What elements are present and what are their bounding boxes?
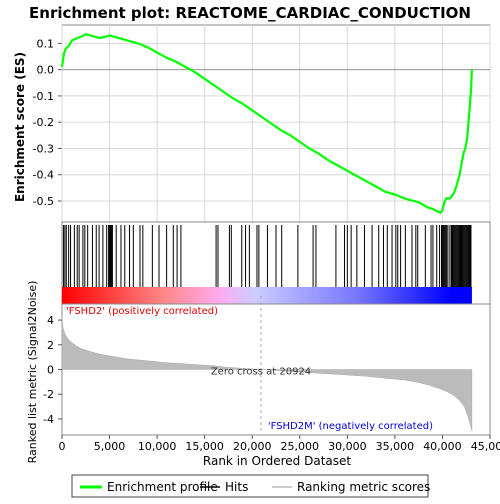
- es-tick-label: -0.4: [33, 169, 54, 182]
- x-tick-label: 40,000: [423, 440, 462, 453]
- zero-cross-label: Zero cross at 20924: [211, 367, 311, 378]
- es-tick-label: -0.3: [33, 142, 54, 155]
- es-tick-label: -0.2: [33, 116, 54, 129]
- es-axis-label: Enrichment score (ES): [13, 52, 27, 202]
- x-tick-label: 20,000: [233, 440, 272, 453]
- x-tick-label: 30,000: [328, 440, 367, 453]
- es-tick-label: 0.0: [37, 64, 55, 77]
- x-tick-label: 35,000: [376, 440, 415, 453]
- metric-panel: 4 2 0 -2 -4 Zero cross at 20924 'FSHD2' (posit…: [43, 296, 490, 435]
- metric-tick-label: -2: [43, 388, 54, 401]
- metric-tick-label: -4: [43, 413, 54, 426]
- x-tick-label: 10,000: [138, 440, 177, 453]
- x-tick-label: 0: [59, 440, 66, 453]
- es-tick-label: -0.1: [33, 90, 54, 103]
- x-axis-label: Rank in Ordered Dataset: [203, 454, 351, 468]
- negative-correlation-label: 'FSHD2M' (negatively correlated): [268, 421, 433, 432]
- es-tick-label: -0.5: [33, 195, 54, 208]
- x-tick-label: 5,000: [94, 440, 126, 453]
- x-tick-label: 25,000: [281, 440, 320, 453]
- legend-entry: Ranking metric scores: [297, 480, 430, 494]
- metric-axis-label: Ranked list metric (Signal2Noise): [26, 281, 39, 464]
- legend-entry: Hits: [225, 480, 248, 494]
- positive-correlation-label: 'FSHD2' (positively correlated): [66, 306, 218, 317]
- x-tick-label: 15,000: [185, 440, 224, 453]
- es-panel: 0.1 0.0 -0.1 -0.2 -0.3 -0.4 -0.5: [33, 25, 490, 222]
- ranked-list-color-bar: [62, 287, 472, 304]
- x-tick-label: 45,000: [471, 440, 500, 453]
- hits-panel: [62, 222, 490, 304]
- es-tick-label: 0.1: [37, 37, 55, 50]
- metric-tick-label: 0: [47, 364, 54, 377]
- metric-tick-label: 2: [47, 339, 54, 352]
- es-plot-frame: [62, 25, 490, 222]
- chart-title: Enrichment plot: REACTOME_CARDIAC_CONDUC…: [29, 4, 471, 22]
- metric-tick-label: 4: [47, 314, 54, 327]
- x-axis-ticks: 0 5,000 10,000 15,000 20,000 25,000 30,000 35,0…: [59, 435, 500, 453]
